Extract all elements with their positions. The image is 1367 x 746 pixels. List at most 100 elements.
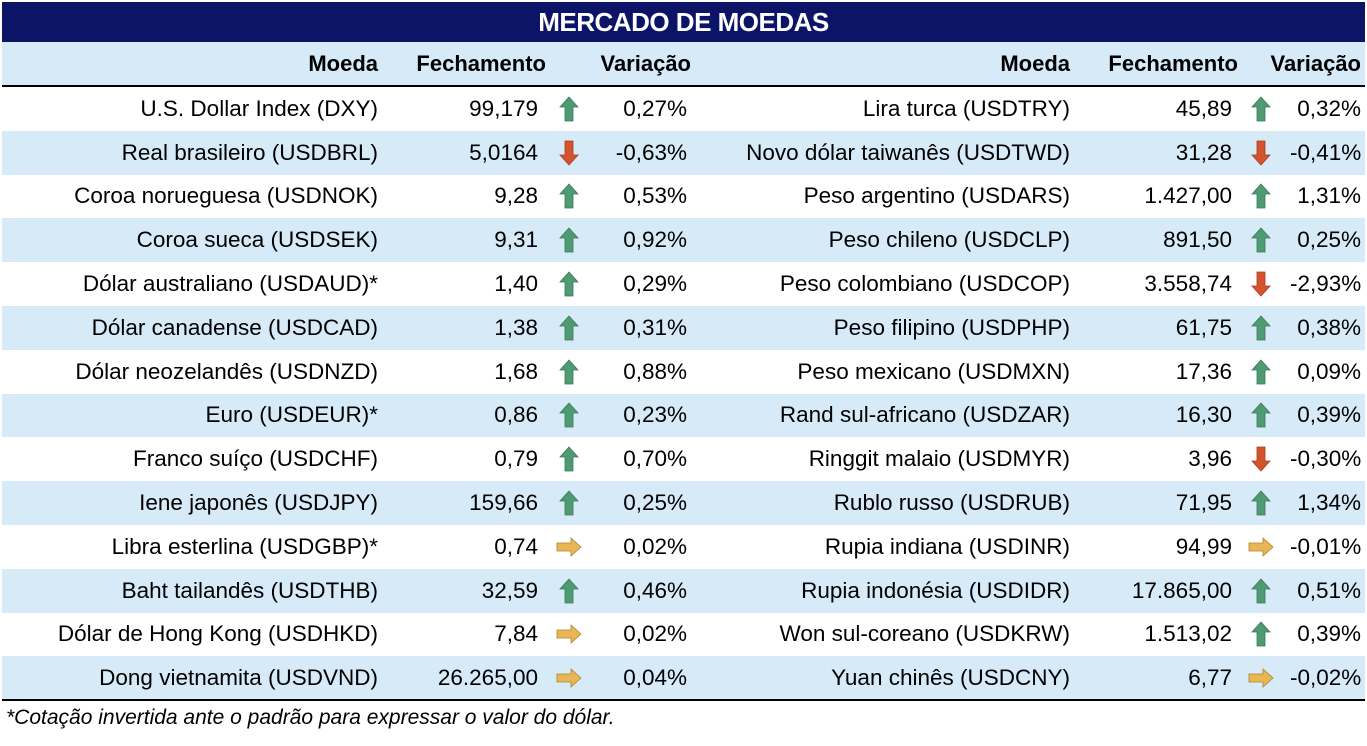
closing-value: 94,99 (1175, 533, 1232, 559)
variation-value: 0,88% (623, 358, 687, 384)
currency-name: Peso argentino (USDARS) (803, 183, 1070, 209)
variation-value: 1,31% (1297, 183, 1361, 209)
closing-value: 61,75 (1175, 314, 1232, 340)
closing-value: 0,86 (494, 402, 538, 428)
arrow-up-icon (538, 315, 600, 341)
variation-value: 0,09% (1297, 358, 1361, 384)
variation-value: 0,23% (623, 402, 687, 428)
closing-value: 7,84 (494, 621, 538, 647)
table-bottom-border (2, 699, 1365, 701)
closing-value: 891,50 (1163, 227, 1232, 253)
variation-value: 1,34% (1297, 490, 1361, 516)
closing-value: 1,40 (494, 271, 538, 297)
currency-name: Real brasileiro (USDBRL) (121, 139, 378, 165)
table-row: Euro (USDEUR)* 0,86 0,23% Rand sul-africano… (2, 393, 1365, 438)
currency-name: Won sul-coreano (USDKRW) (779, 621, 1070, 647)
closing-value: 26.265,00 (437, 665, 538, 691)
arrow-up-icon (538, 183, 600, 209)
arrow-up-icon (538, 359, 600, 385)
header-variacao-right: Variação (1270, 50, 1361, 76)
closing-value: 1,38 (494, 314, 538, 340)
currency-name: Peso filipino (USDPHP) (833, 314, 1070, 340)
arrow-up-icon (1232, 96, 1290, 122)
variation-value: 0,70% (623, 446, 687, 472)
arrow-up-icon (1232, 402, 1290, 428)
variation-value: 0,39% (1297, 402, 1361, 428)
arrow-up-icon (538, 402, 600, 428)
variation-value: 0,46% (623, 577, 687, 603)
closing-value: 17,36 (1175, 358, 1232, 384)
variation-value: 0,25% (1297, 227, 1361, 253)
arrow-up-icon (1232, 359, 1290, 385)
currency-name: Rupia indiana (USDINR) (824, 533, 1070, 559)
closing-value: 9,31 (494, 227, 538, 253)
variation-value: 0,25% (623, 490, 687, 516)
arrow-up-icon (1232, 490, 1290, 516)
variation-value: 0,02% (623, 533, 687, 559)
footnote: *Cotação invertida ante o padrão para ex… (6, 706, 615, 729)
table-row: Dólar neozelandês (USDNZD) 1,68 0,88% Peso … (2, 350, 1365, 394)
currency-name: Novo dólar taiwanês (USDTWD) (746, 139, 1070, 165)
closing-value: 71,95 (1175, 490, 1232, 516)
arrow-flat-icon (1232, 536, 1290, 557)
arrow-down-icon (1232, 140, 1290, 166)
variation-value: 0,38% (1297, 314, 1361, 340)
table-body: U.S. Dollar Index (DXY) 99,179 0,27% Lira t… (2, 87, 1365, 701)
currency-name: Coroa norueguesa (USDNOK) (74, 183, 378, 209)
closing-value: 159,66 (469, 490, 538, 516)
table-row: Baht tailandês (USDTHB) 32,59 0,46% Rupia i… (2, 568, 1365, 613)
closing-value: 3,96 (1188, 446, 1232, 472)
variation-value: 0,04% (623, 665, 687, 691)
variation-value: 0,32% (1297, 95, 1361, 121)
currency-name: Coroa sueca (USDSEK) (136, 227, 378, 253)
closing-value: 3.558,74 (1144, 271, 1232, 297)
variation-value: 0,92% (623, 227, 687, 253)
variation-value: 0,29% (623, 271, 687, 297)
variation-value: -2,93% (1290, 271, 1362, 297)
variation-value: -0,30% (1290, 446, 1362, 472)
table-row: Dong vietnamita (USDVND) 26.265,00 0,04% Yu… (2, 656, 1365, 701)
table-row: Real brasileiro (USDBRL) 5,0164 -0,63% Novo… (2, 130, 1365, 175)
arrow-flat-icon (538, 624, 600, 645)
table-row: U.S. Dollar Index (DXY) 99,179 0,27% Lira t… (2, 87, 1365, 131)
currency-name: Dólar australiano (USDAUD)* (82, 271, 378, 297)
arrow-up-icon (1232, 578, 1290, 604)
currency-name: Peso mexicano (USDMXN) (797, 358, 1070, 384)
table-row: Dólar australiano (USDAUD)* 1,40 0,29% Peso… (2, 262, 1365, 306)
arrow-flat-icon (538, 536, 600, 557)
currency-name: Rublo russo (USDRUB) (833, 490, 1070, 516)
currency-name: Dong vietnamita (USDVND) (99, 665, 378, 691)
variation-value: 0,53% (623, 183, 687, 209)
currency-name: Peso chileno (USDCLP) (828, 227, 1070, 253)
table-row: Coroa sueca (USDSEK) 9,31 0,92% Peso chilen… (2, 218, 1365, 263)
variation-value: 0,27% (623, 95, 687, 121)
closing-value: 9,28 (494, 183, 538, 209)
arrow-up-icon (1232, 227, 1290, 253)
arrow-up-icon (538, 96, 600, 122)
header-row: Moeda Fechamento Variação Moeda Fechamen… (2, 42, 1365, 87)
variation-value: -0,63% (615, 139, 687, 165)
variation-value: 0,31% (623, 314, 687, 340)
table-row: Iene japonês (USDJPY) 159,66 0,25% Rublo ru… (2, 481, 1365, 525)
closing-value: 1.513,02 (1144, 621, 1232, 647)
arrow-up-icon (538, 490, 600, 516)
currency-name: Dólar canadense (USDCAD) (91, 314, 378, 340)
closing-value: 99,179 (469, 95, 538, 121)
table-row: Dólar canadense (USDCAD) 1,38 0,31% Peso fi… (2, 305, 1365, 350)
arrow-up-icon (1232, 621, 1290, 647)
table-row: Franco suíço (USDCHF) 0,79 0,70% Ringgit ma… (2, 437, 1365, 481)
arrow-down-icon (1232, 271, 1290, 297)
closing-value: 6,77 (1188, 665, 1232, 691)
arrow-up-icon (538, 446, 600, 472)
currency-table: Moeda Fechamento Variação Moeda Fechamen… (2, 42, 1365, 701)
currency-name: Libra esterlina (USDGBP)* (111, 533, 378, 559)
currency-name: Franco suíço (USDCHF) (132, 446, 378, 472)
header-fechamento-left: Fechamento (416, 50, 546, 76)
header-moeda-right: Moeda (1000, 50, 1070, 76)
table-row: Libra esterlina (USDGBP)* 0,74 0,02% Rupia … (2, 525, 1365, 569)
closing-value: 1.427,00 (1144, 183, 1232, 209)
arrow-down-icon (538, 140, 600, 166)
arrow-up-icon (538, 578, 600, 604)
variation-value: 0,39% (1297, 621, 1361, 647)
currency-name: Ringgit malaio (USDMYR) (808, 446, 1070, 472)
